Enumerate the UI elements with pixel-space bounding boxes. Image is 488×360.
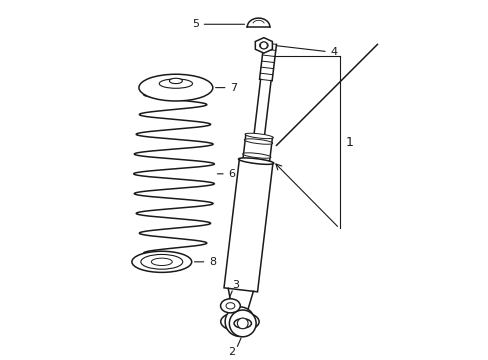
Ellipse shape — [234, 319, 251, 328]
Ellipse shape — [244, 133, 273, 139]
Text: 7: 7 — [215, 82, 237, 93]
Ellipse shape — [242, 153, 270, 158]
Ellipse shape — [132, 251, 191, 273]
Polygon shape — [224, 159, 272, 292]
Ellipse shape — [225, 303, 234, 309]
Ellipse shape — [220, 299, 240, 313]
Ellipse shape — [259, 42, 268, 49]
Text: 8: 8 — [194, 257, 216, 267]
Text: 1: 1 — [345, 136, 353, 149]
Ellipse shape — [139, 74, 212, 101]
Ellipse shape — [151, 258, 172, 266]
Ellipse shape — [169, 78, 182, 84]
Circle shape — [260, 42, 267, 49]
Circle shape — [224, 307, 254, 337]
Text: 4: 4 — [276, 46, 337, 57]
Text: 5: 5 — [191, 19, 244, 29]
Circle shape — [229, 310, 256, 337]
Ellipse shape — [242, 158, 270, 164]
Ellipse shape — [220, 312, 259, 331]
Ellipse shape — [141, 255, 183, 269]
Text: 3: 3 — [232, 280, 239, 290]
Ellipse shape — [159, 79, 192, 88]
Ellipse shape — [244, 139, 272, 144]
Circle shape — [233, 315, 246, 328]
Text: 6: 6 — [217, 169, 235, 179]
Text: 2: 2 — [228, 347, 235, 357]
Circle shape — [237, 318, 247, 329]
Polygon shape — [255, 38, 272, 53]
Ellipse shape — [238, 158, 273, 165]
Polygon shape — [243, 134, 272, 163]
